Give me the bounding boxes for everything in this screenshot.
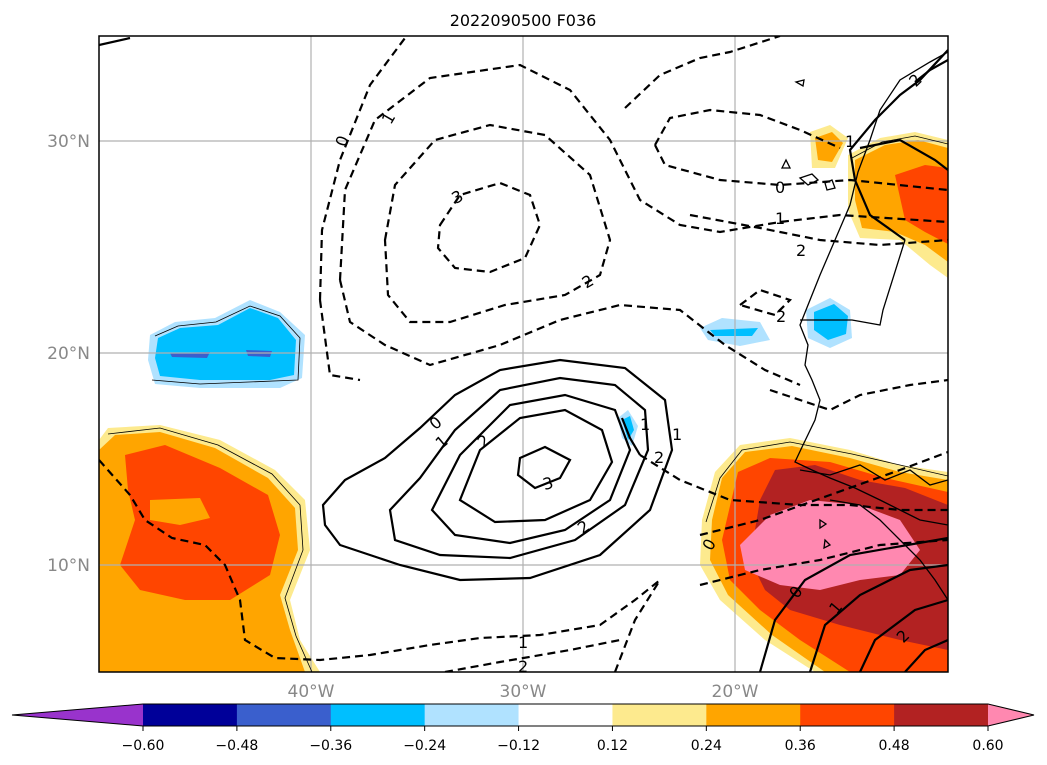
warm-anomaly-west-red <box>120 445 280 600</box>
lon-label-40w: 40°W <box>288 682 335 702</box>
lon-label-20w: 20°W <box>712 682 759 702</box>
contour-layer <box>99 36 948 672</box>
map-frame <box>98 35 949 673</box>
colorbar-tick-label: 0.36 <box>785 738 816 754</box>
coastline <box>780 51 948 601</box>
lat-label-30n: 30°N <box>47 132 90 152</box>
colorbar-tick-label: 0.12 <box>597 738 628 754</box>
contour-label: 1 <box>845 132 855 151</box>
map-title: 2022090500 F036 <box>450 11 597 30</box>
lat-label-10n: 10°N <box>47 556 90 576</box>
lon-label-30w: 30°W <box>500 682 547 702</box>
colorbar-segment <box>894 704 989 726</box>
contour-solid-4 <box>516 445 572 490</box>
latitude-labels: 30°N 20°N 10°N <box>47 132 90 576</box>
colorbar: −0.60 −0.48 −0.36 −0.24 −0.12 0.12 0.24 0.36 0.4… <box>11 703 1035 754</box>
map-area: 0 1 3 2 1 0 2 1 2 2 0 1 2 3 2 1 2 0 1 2 … <box>99 36 948 676</box>
contour-label: 2 <box>796 241 806 260</box>
contour-dashed <box>99 36 948 672</box>
colorbar-tick-label: −0.12 <box>497 738 540 754</box>
colorbar-extend-low <box>12 704 143 726</box>
colorbar-segment <box>424 704 520 726</box>
longitude-labels: 40°W 30°W 20°W <box>288 682 759 702</box>
colorbar-segment <box>236 704 332 726</box>
shaded-outlines <box>107 135 948 672</box>
contour-label: 1 <box>672 425 682 444</box>
colorbar-segment <box>612 704 707 726</box>
colorbar-tick-label: −0.36 <box>309 738 352 754</box>
colorbar-tick-label: 0.24 <box>691 738 722 754</box>
colorbar-segment <box>518 704 613 726</box>
colorbar-tick-label: 0.60 <box>972 738 1003 754</box>
colorbar-tick-label: 0.48 <box>879 738 910 754</box>
colorbar-segment <box>143 704 238 726</box>
shaded-field-layer <box>99 125 948 672</box>
contour-label: 2 <box>776 307 786 326</box>
contour-label: 1 <box>518 633 528 652</box>
contour-label: 2 <box>654 448 664 467</box>
colorbar-tick-label: −0.48 <box>215 738 258 754</box>
contour-solid-0 <box>321 358 674 582</box>
gridlines <box>99 36 948 672</box>
colorbar-tick-label: −0.24 <box>403 738 446 754</box>
contour-solid-1 <box>388 376 650 560</box>
contour-solid-2 <box>430 393 632 545</box>
contour-label: 0 <box>775 178 785 197</box>
contour-solid-3 <box>458 408 614 524</box>
contour-dashed-3 <box>436 181 542 274</box>
colorbar-segment <box>706 704 801 726</box>
lat-label-20n: 20°N <box>47 344 90 364</box>
colorbar-tick-label: −0.60 <box>122 738 165 754</box>
cool-anomaly-west-blue <box>155 308 296 380</box>
contour-label: 3 <box>541 473 556 494</box>
colorbar-segment <box>330 704 426 726</box>
contour-label: 1 <box>640 415 650 434</box>
colorbar-segment <box>800 704 895 726</box>
contour-label: 1 <box>775 209 785 228</box>
colorbar-extend-high <box>988 704 1034 726</box>
contour-label: 2 <box>518 657 528 676</box>
